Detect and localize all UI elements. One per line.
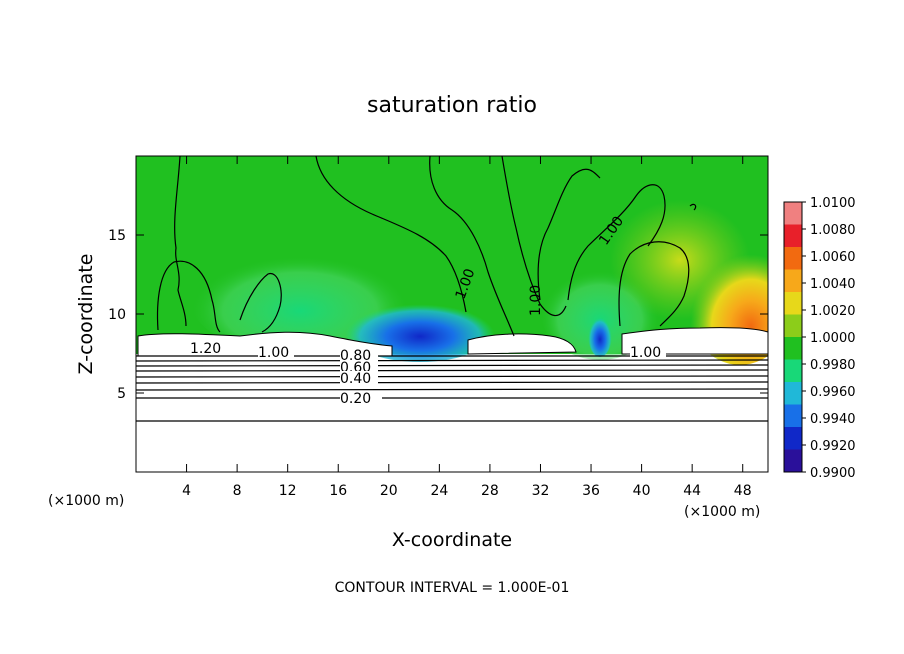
colorbar-label: 0.9900: [810, 466, 856, 481]
contour-label: 1.00: [630, 345, 661, 361]
colorbar-swatch: [784, 202, 802, 225]
contour-line: [136, 388, 768, 391]
y-tick-label: 10: [108, 307, 126, 323]
contour-line: [136, 369, 768, 372]
x-tick-label: 12: [279, 483, 297, 499]
contour-label-group: 1.20 1.00 0.80 0.60 0.40 0.20 1.00 1.00 …: [190, 214, 666, 407]
colorbar-swatch: [784, 359, 802, 383]
chart-title: saturation ratio: [367, 93, 537, 118]
x-tick-label: 28: [481, 483, 499, 499]
cloud-patch-mid: [467, 333, 577, 355]
y-axis: 5 10 15: [108, 228, 768, 402]
colorbar-label: 0.9920: [810, 439, 856, 454]
colorbar-label: 1.0080: [810, 223, 856, 238]
contour-interval-note: CONTOUR INTERVAL = 1.000E-01: [335, 580, 570, 596]
contour-line: [315, 156, 467, 313]
colorbar-swatch: [784, 404, 802, 428]
plot-area: [136, 156, 768, 472]
y-axis-title: Z-coordinate: [75, 254, 97, 375]
x-tick-label: 40: [633, 483, 651, 499]
colorbar-label: 1.0060: [810, 250, 856, 265]
y-tick-label: 5: [117, 386, 126, 402]
contour-label: 1.00: [528, 285, 544, 316]
colorbar-swatch: [784, 382, 802, 405]
contour-line: [156, 260, 221, 333]
colorbar-swatch: [784, 292, 802, 315]
colorbar-label: 0.9980: [810, 358, 856, 373]
y-tick-label: 15: [108, 228, 126, 244]
colorbar-swatch: [784, 449, 802, 473]
colorbar-swatch: [784, 247, 802, 270]
colorbar-label: 0.9940: [810, 412, 856, 427]
x-tick-label: 36: [582, 483, 600, 499]
x-tick-label: 48: [734, 483, 752, 499]
x-tick-label: 8: [233, 483, 242, 499]
field-dry-region-2: [588, 313, 612, 357]
colorbar-label: 1.0040: [810, 277, 856, 292]
x-tick-label: 16: [329, 483, 347, 499]
colorbar-label: 0.9960: [810, 385, 856, 400]
x-tick-label: 24: [430, 483, 448, 499]
colorbar-label: 1.0000: [810, 331, 856, 346]
contour-line: [501, 156, 567, 317]
colorbar-swatch: [784, 337, 802, 360]
contour-line: [136, 381, 768, 384]
colorbar-swatch: [784, 314, 802, 338]
x-axis: 4 8 12 16 20 24 28 32 36 40 44 48: [182, 156, 752, 499]
contour-lines: [136, 156, 768, 422]
x-axis-title: X-coordinate: [392, 529, 512, 551]
contour-label: 1.20: [190, 341, 221, 357]
x-tick-label: 44: [683, 483, 701, 499]
contour-label: 1.00: [258, 345, 289, 361]
x-axis-unit-left: (×1000 m): [48, 493, 124, 509]
x-tick-label: 32: [532, 483, 550, 499]
contour-line: [174, 156, 187, 327]
contour-line: [567, 184, 666, 301]
colorbar-label: 1.0100: [810, 196, 856, 211]
contour-line: [537, 168, 601, 301]
colorbar-swatch: [784, 427, 802, 450]
contour-line: [136, 375, 768, 378]
colorbar-swatch: [784, 224, 802, 248]
contour-line: [136, 359, 768, 362]
contour-line: [239, 272, 282, 333]
colorbar-swatch: [784, 269, 802, 293]
contour-line: [689, 203, 697, 211]
contour-line: [136, 364, 768, 367]
x-tick-label: 20: [380, 483, 398, 499]
x-tick-label: 4: [182, 483, 191, 499]
contour-line: [618, 241, 690, 327]
contour-label: 0.40: [340, 371, 371, 387]
colorbar-label: 1.0020: [810, 304, 856, 319]
contour-label: 0.20: [340, 391, 371, 407]
contour-line: [429, 156, 515, 337]
colorbar: 1.0100 1.0080 1.0060 1.0040 1.0020 1.0000 0.99…: [783, 196, 856, 481]
x-axis-unit-right: (×1000 m): [684, 504, 760, 520]
